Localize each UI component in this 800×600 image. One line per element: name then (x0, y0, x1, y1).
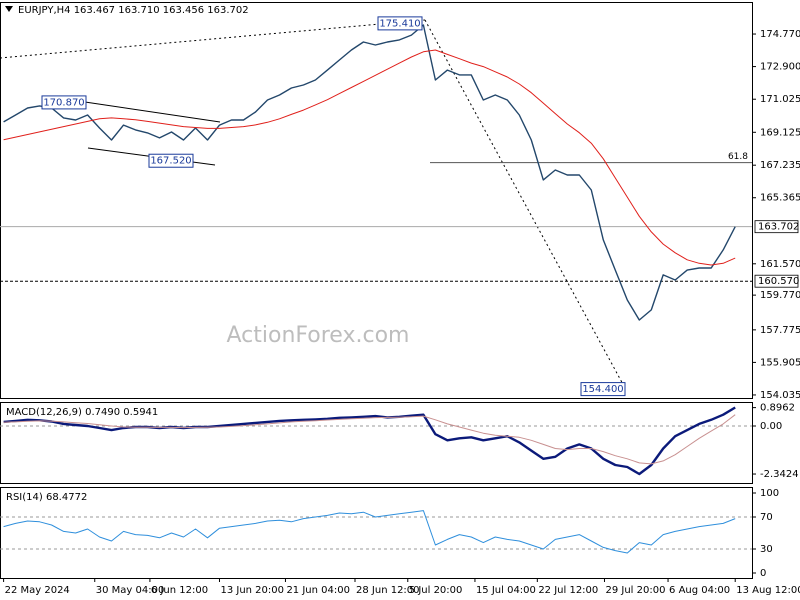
y-tick-label: 70 (760, 512, 773, 523)
y-tick-label: 154.035 (760, 390, 800, 401)
annotation-label: 154.400 (582, 384, 623, 395)
price-box (754, 220, 799, 234)
y-tick-label: 172.900 (760, 62, 800, 73)
trend-lines (0, 19, 626, 389)
x-tick-label: 21 Jun 04:00 (286, 585, 350, 596)
y-tick-label: -2.3424 (760, 469, 799, 480)
x-tick-label: 6 Jun 12:00 (151, 585, 208, 596)
watermark: ActionForex.com (227, 323, 410, 348)
x-tick-label: 15 Jul 04:00 (476, 585, 536, 596)
y-tick-label: 167.235 (760, 160, 800, 171)
y-tick-label: 169.125 (760, 127, 800, 138)
channel-line (84, 101, 221, 123)
annotation-box (148, 153, 194, 168)
price-label: 163.702 (758, 222, 799, 233)
y-tick-label: 0.8962 (760, 403, 795, 414)
series-line (3, 510, 736, 554)
x-tick-label: 29 Jul 20:00 (605, 585, 665, 596)
price-label: 160.570 (758, 276, 799, 287)
x-tick-label: 22 Jul 12:00 (538, 585, 598, 596)
x-tick-label: 30 May 04:00 (96, 585, 165, 596)
x-tick-label: 6 Aug 04:00 (669, 585, 730, 596)
menu-icon (5, 6, 13, 12)
x-tick-label: 5 Jul 20:00 (409, 585, 463, 596)
panel-frame (0, 402, 753, 484)
panel-title: MACD(12,26,9) 0.7490 0.5941 (6, 407, 158, 418)
panel-frame (0, 2, 753, 399)
x-tick-label: 28 Jun 12:00 (356, 585, 420, 596)
y-tick-label: 0.00 (760, 421, 782, 432)
y-tick-label: 100 (760, 488, 779, 499)
price-box (754, 274, 799, 288)
series-line (3, 24, 736, 321)
level-label: 61.8 (728, 152, 748, 162)
series-line (3, 406, 736, 476)
y-tick-label: 30 (760, 544, 773, 555)
annotation-box (377, 16, 423, 31)
y-tick-label: 157.775 (760, 325, 800, 336)
chart-title: EURJPY,H4 163.467 163.710 163.456 163.70… (18, 5, 249, 16)
x-tick-label: 13 Jun 20:00 (220, 585, 284, 596)
y-tick-label: 165.365 (760, 193, 800, 204)
series-line (3, 414, 736, 465)
y-tick-label: 174.770 (760, 29, 800, 40)
annotation-label: 167.520 (150, 156, 191, 167)
x-tick-label: 22 May 2024 (5, 585, 70, 596)
series-line (3, 49, 736, 266)
annotation-label: 170.870 (43, 97, 84, 108)
annotation-box (580, 382, 626, 397)
panel-title: RSI(14) 68.4772 (6, 492, 87, 503)
x-tick-label: 13 Aug 12:00 (736, 585, 800, 596)
y-tick-label: 171.025 (760, 94, 800, 105)
y-tick-label: 159.770 (760, 290, 800, 301)
annotation-box (41, 95, 87, 110)
trend-line (0, 19, 426, 59)
panel-frame (0, 487, 753, 579)
y-tick-label: 155.905 (760, 357, 800, 368)
y-tick-label: 0 (760, 568, 766, 579)
annotation-label: 175.410 (379, 18, 420, 29)
y-tick-label: 161.570 (760, 259, 800, 270)
